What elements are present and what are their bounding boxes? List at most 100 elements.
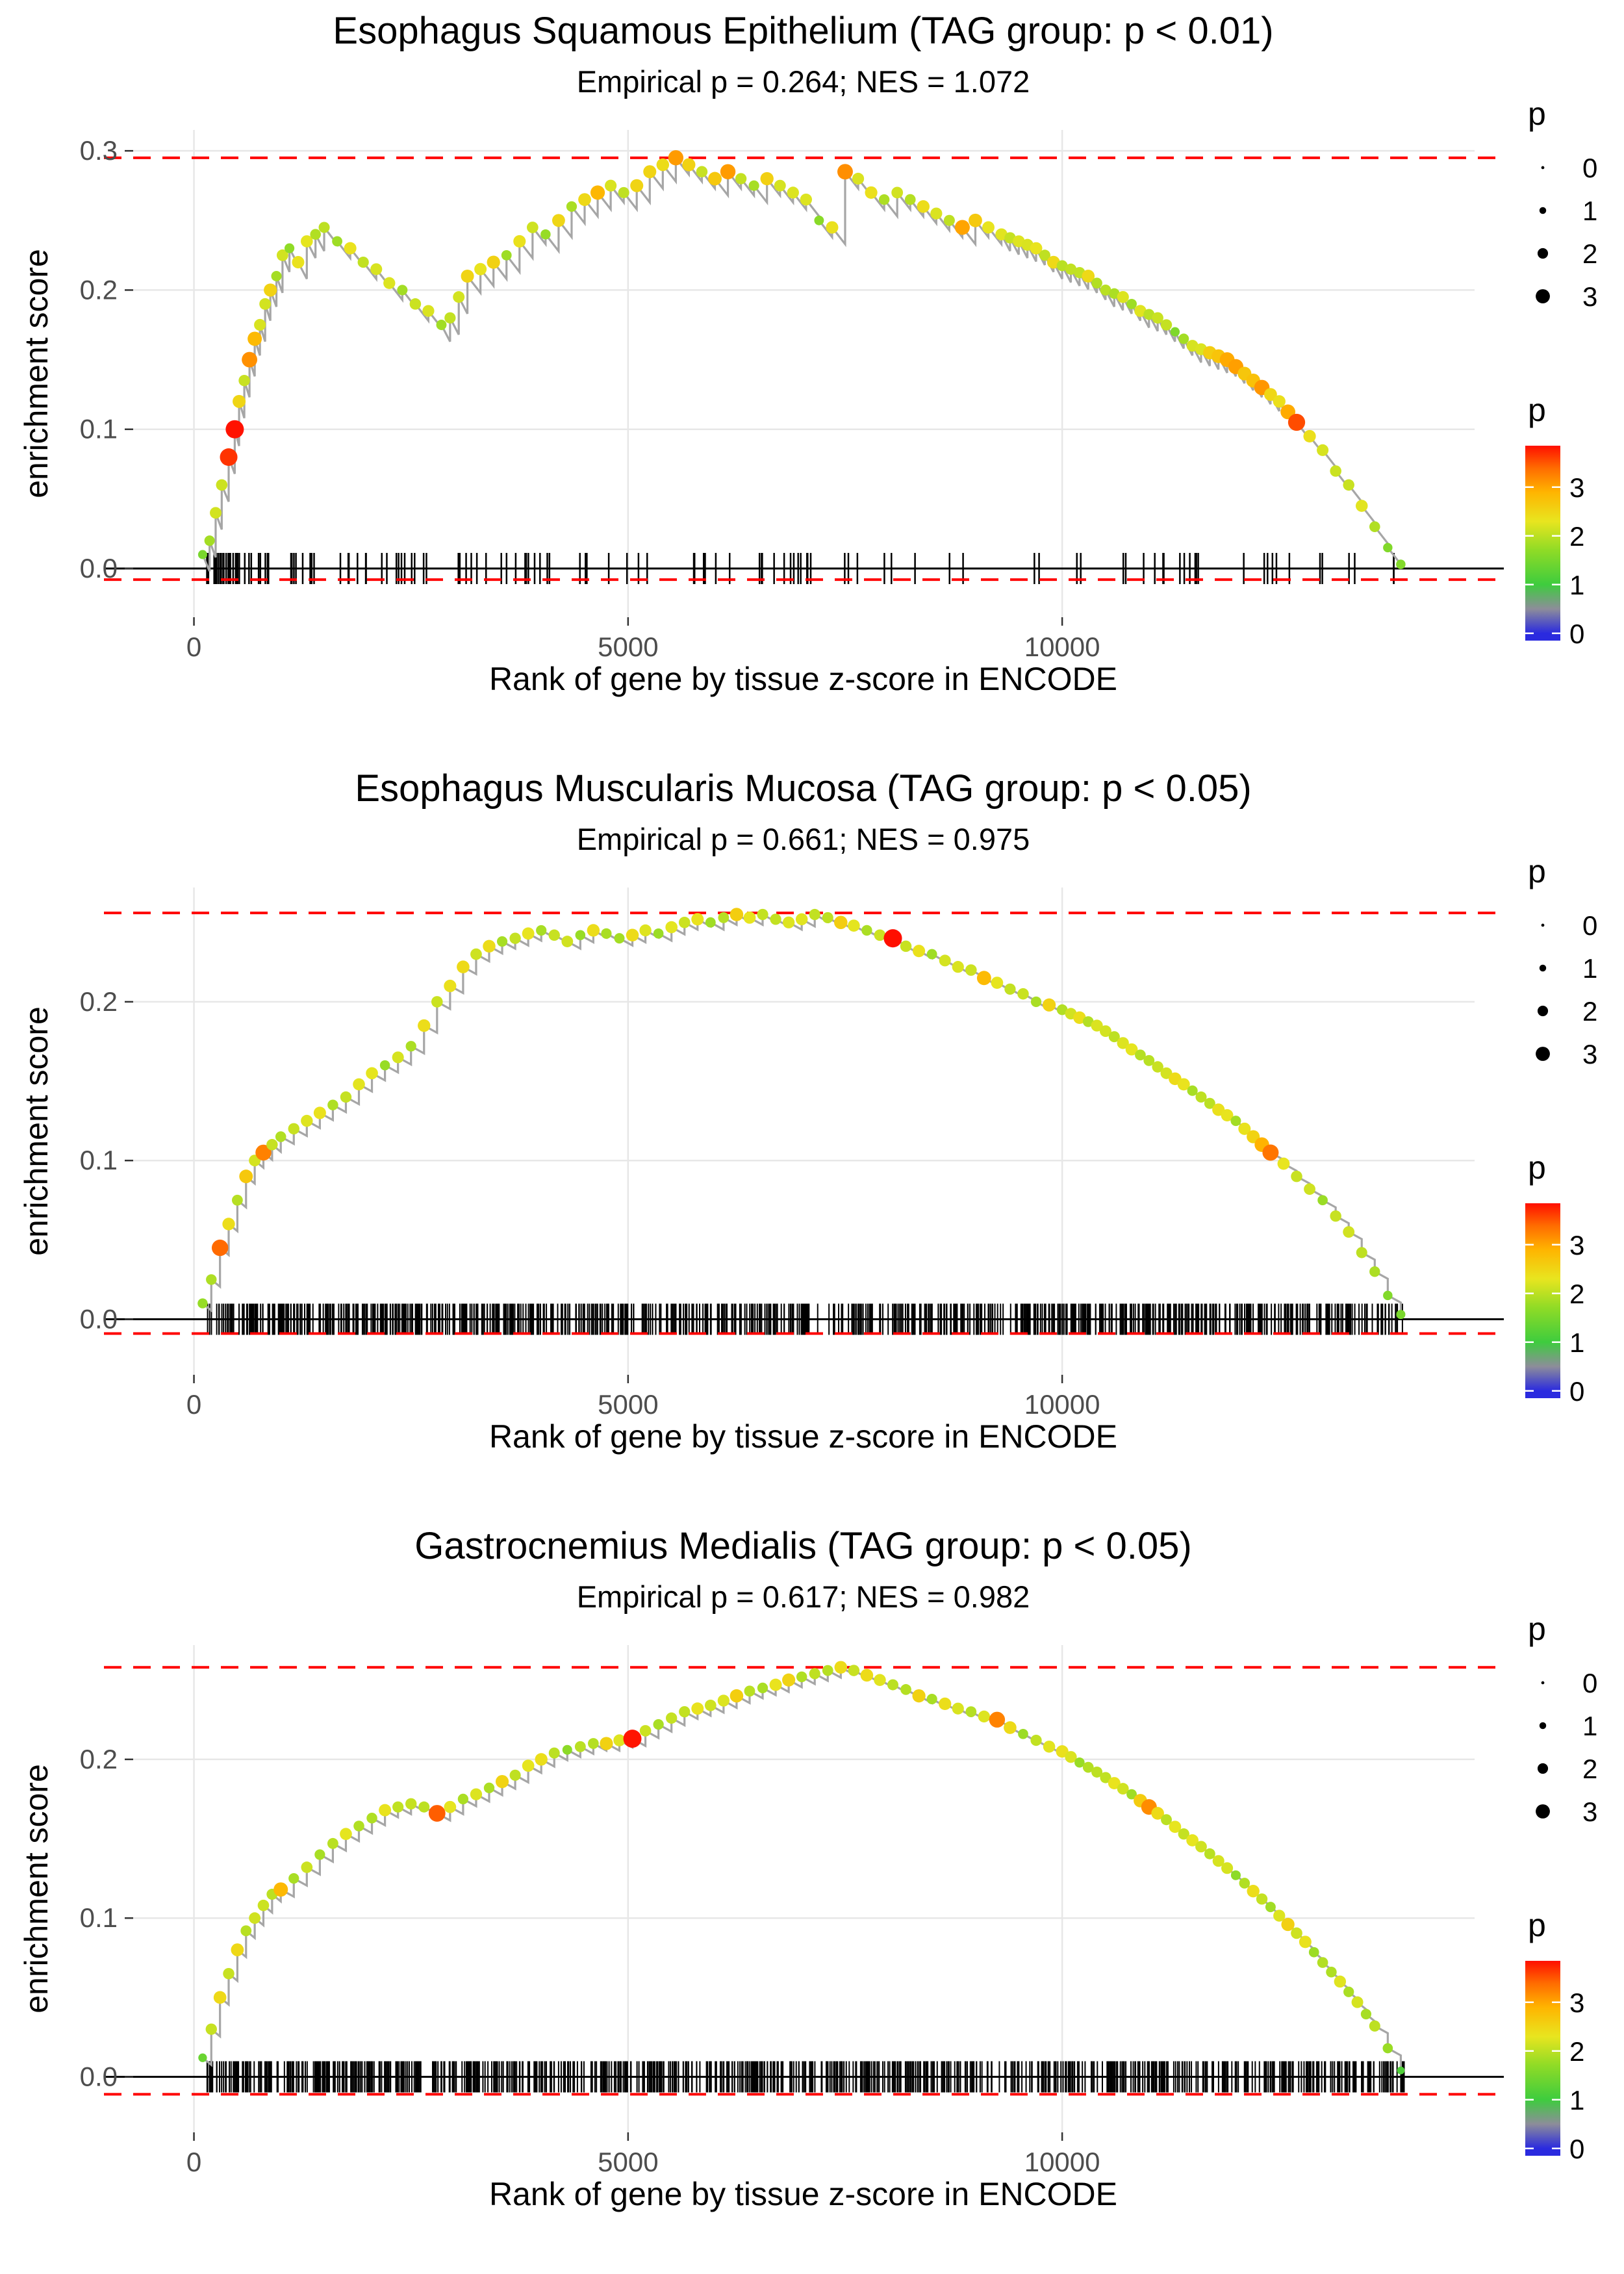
gene-point [995, 228, 1008, 240]
gene-point [1143, 1054, 1155, 1066]
gene-point [748, 180, 759, 191]
gene-point [976, 971, 991, 986]
gene-point [548, 1747, 560, 1759]
gene-point [639, 924, 652, 937]
gene-point [653, 1719, 664, 1730]
gene-point [535, 1753, 548, 1766]
gene-point [231, 1943, 244, 1956]
size-legend-key [1536, 289, 1550, 303]
gene-point [409, 298, 422, 310]
gene-point [952, 961, 964, 973]
gene-point [1187, 1085, 1198, 1096]
gene-point [1178, 1828, 1189, 1840]
gene-point [310, 229, 321, 240]
gene-point [344, 242, 357, 255]
gene-point [483, 1782, 495, 1794]
gene-point [656, 158, 670, 172]
gene-point [1369, 1266, 1380, 1277]
gene-point [1239, 1878, 1250, 1889]
color-legend-bar [1525, 1961, 1560, 2156]
gene-point [1330, 465, 1341, 477]
gene-point [757, 908, 768, 921]
gene-point [418, 1019, 431, 1032]
gene-point [917, 200, 930, 213]
gene-point [561, 936, 574, 947]
size-legend-key [1536, 1804, 1550, 1819]
gene-point [379, 1060, 390, 1071]
gene-point [1397, 2066, 1405, 2075]
gene-point [1161, 1814, 1172, 1826]
gene-point [353, 1078, 365, 1091]
size-legend-label: 0 [1582, 1668, 1597, 1698]
gene-point [874, 929, 886, 941]
gene-point [238, 374, 250, 387]
gene-point [1039, 249, 1050, 261]
y-tick-label: 0.1 [80, 1145, 118, 1175]
gene-point [495, 1775, 509, 1789]
gene-point [1221, 1862, 1234, 1874]
x-tick-label: 10000 [1024, 1389, 1100, 1420]
gene-point [275, 1131, 286, 1142]
gene-point [1091, 1766, 1103, 1778]
enrichment-plot-esophagus-muscularis: 0 5000 10000 0.0 0.1 0.2 p 0 1 2 3 p 3 2 1 0 [80, 853, 1598, 1420]
gene-point [704, 1699, 717, 1711]
gene-point [513, 235, 526, 248]
gene-point [1170, 327, 1180, 337]
gene-point [891, 186, 904, 199]
gene-point [626, 928, 639, 942]
gene-point [1018, 1728, 1028, 1739]
gene-point [939, 954, 951, 967]
gene-point [1369, 521, 1380, 533]
gene-point [720, 164, 736, 179]
gene-point [965, 964, 977, 976]
color-legend-label: 2 [1569, 2036, 1584, 2067]
x-tick-label: 0 [186, 632, 201, 662]
gene-point [1074, 1757, 1085, 1768]
gene-point [392, 1051, 404, 1064]
gene-point [590, 185, 605, 200]
gene-point [273, 1882, 288, 1897]
gene-point [630, 179, 644, 192]
gene-point [271, 270, 282, 282]
gene-point [332, 236, 343, 247]
gene-point [366, 1067, 378, 1080]
gene-point [795, 913, 808, 926]
y-tick-label: 0.2 [80, 1744, 118, 1774]
gene-point [1308, 1947, 1319, 1958]
color-legend-bar [1525, 1203, 1560, 1398]
gene-point [1343, 1226, 1355, 1238]
color-legend-label: 1 [1569, 570, 1584, 600]
gene-point [422, 305, 435, 317]
gene-point [548, 929, 560, 941]
gene-point [1091, 1019, 1103, 1032]
gene-point [691, 1702, 704, 1715]
x-tick-label: 5000 [598, 632, 658, 662]
gene-point [1151, 1807, 1164, 1820]
gene-point [1265, 1902, 1276, 1913]
gene-point [233, 394, 246, 408]
gene-point [1117, 1037, 1129, 1049]
color-legend-label: 3 [1569, 1230, 1584, 1260]
gene-point [760, 172, 774, 186]
gene-point [900, 1684, 911, 1695]
gene-point [705, 917, 716, 928]
y-tick-label: 0.2 [80, 986, 118, 1017]
enrichment-plot-esophagus-squamous: 0 5000 10000 0.0 0.1 0.2 0.3 p 0 1 2 3 p 3 2 1 0 [80, 96, 1598, 662]
gene-point [457, 1793, 469, 1805]
size-legend-label: 2 [1582, 238, 1597, 269]
chart-subtitle: Empirical p = 0.661; NES = 0.975 [576, 822, 1030, 856]
gene-point [1099, 1025, 1111, 1038]
size-legend-key [1537, 1763, 1549, 1774]
gene-point [952, 1702, 964, 1715]
gene-point [1247, 1884, 1260, 1898]
gene-point [1334, 1975, 1347, 1988]
gene-point [605, 179, 617, 192]
gene-point [1326, 1967, 1337, 1978]
size-legend-label: 1 [1582, 196, 1597, 226]
gene-point [1204, 1848, 1215, 1859]
gene-point [216, 479, 228, 491]
gene-point [257, 1899, 270, 1911]
size-legend-key [1541, 923, 1545, 927]
color-legend-label: 1 [1569, 2085, 1584, 2115]
gene-point [782, 916, 795, 928]
